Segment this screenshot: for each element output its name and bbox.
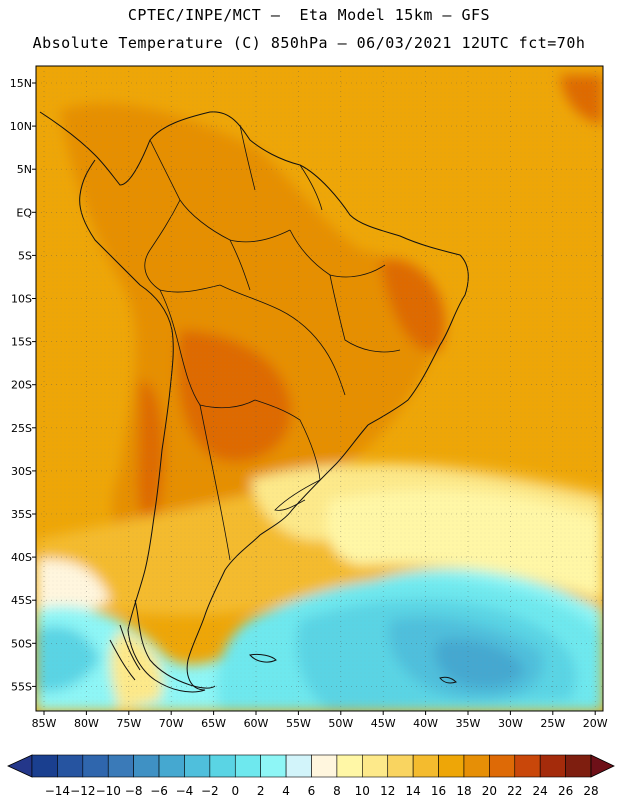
lat-label: 25S [11, 422, 32, 435]
lon-label: 75W [116, 717, 141, 730]
coastline-outline [39, 111, 469, 693]
colorbar-label: 28 [583, 784, 598, 798]
colorbar-swatch [158, 754, 185, 778]
colorbar-swatch [133, 754, 160, 778]
colorbar-swatch [311, 754, 338, 778]
colorbar-label: 14 [405, 784, 420, 798]
colorbar-label: 8 [333, 784, 341, 798]
lon-label: 25W [540, 717, 565, 730]
lat-label: 10N [10, 120, 32, 133]
colorbar-swatch [489, 754, 516, 778]
colorbar-under-triangle [7, 754, 33, 778]
colorbar-label: −2 [201, 784, 219, 798]
colorbar-label: −8 [125, 784, 143, 798]
lon-label: 55W [286, 717, 311, 730]
colorbar-swatch [82, 754, 109, 778]
colorbar: −14 −12 −10 −8 −6 −4 −2 0 2 4 6 8 10 12 14 16 18 20 22 24 26… [7, 754, 615, 798]
lon-label: 65W [201, 717, 226, 730]
colorbar-swatch [107, 754, 134, 778]
colorbar-swatch [539, 754, 566, 778]
colorbar-swatch [209, 754, 236, 778]
lon-label: 40W [413, 717, 438, 730]
temperature-field [36, 66, 603, 711]
colorbar-swatch [362, 754, 389, 778]
colorbar-swatch [57, 754, 84, 778]
lon-label: 45W [371, 717, 396, 730]
lon-label: 85W [32, 717, 57, 730]
colorbar-label: 4 [282, 784, 290, 798]
lat-label: EQ [16, 206, 32, 219]
latitude-axis: 15N 10N 5N EQ 5S 10S 15S 20S 25S 30S 35S 40S 45S 50S 5… [10, 77, 36, 693]
lon-label: 60W [244, 717, 269, 730]
colorbar-label: 16 [431, 784, 446, 798]
colorbar-label: −10 [96, 784, 121, 798]
lat-label: 45S [11, 594, 32, 607]
colorbar-swatch [463, 754, 490, 778]
lon-label: 50W [328, 717, 353, 730]
colorbar-swatch [285, 754, 312, 778]
country-borders [144, 124, 401, 561]
colorbar-swatch [565, 754, 592, 778]
colorbar-label: 24 [533, 784, 548, 798]
colorbar-label: −12 [70, 784, 95, 798]
colorbar-label: 20 [482, 784, 497, 798]
colorbar-label: 6 [308, 784, 316, 798]
lat-label: 15S [11, 336, 32, 349]
lon-label: 20W [583, 717, 608, 730]
lon-label: 35W [456, 717, 481, 730]
lat-label: 50S [11, 637, 32, 650]
map-frame [35, 65, 604, 712]
colorbar-label: 12 [380, 784, 395, 798]
colorbar-swatch [31, 754, 58, 778]
lat-label: 10S [11, 293, 32, 306]
colorbar-swatch [514, 754, 541, 778]
longitude-axis: 85W 80W 75W 70W 65W 60W 55W 50W 45W 40W 35W 30W 25W 2… [32, 711, 608, 730]
lon-label: 80W [74, 717, 99, 730]
colorbar-swatch [260, 754, 287, 778]
lat-label: 5S [18, 249, 32, 262]
colorbar-swatch [412, 754, 439, 778]
colorbar-over-triangle [590, 754, 615, 778]
colorbar-label: 26 [558, 784, 573, 798]
lat-label: 35S [11, 508, 32, 521]
lat-label: 55S [11, 680, 32, 693]
colorbar-label: 22 [507, 784, 522, 798]
lat-label: 20S [11, 379, 32, 392]
lat-label: 40S [11, 551, 32, 564]
title-line-1: CPTEC/INPE/MCT – Eta Model 15km – GFS [127, 6, 491, 24]
colorbar-label: 10 [355, 784, 370, 798]
colorbar-swatch [387, 754, 414, 778]
colorbar-label: 0 [231, 784, 239, 798]
colorbar-label: −4 [176, 784, 194, 798]
colorbar-swatch [336, 754, 363, 778]
lat-label: 15N [10, 77, 32, 90]
colorbar-label: 2 [257, 784, 265, 798]
colorbar-swatch [184, 754, 211, 778]
lat-label: 30S [11, 465, 32, 478]
colorbar-swatch [438, 754, 465, 778]
lon-label: 30W [498, 717, 523, 730]
colorbar-swatch [234, 754, 261, 778]
colorbar-label: −14 [45, 784, 70, 798]
colorbar-label: 18 [456, 784, 471, 798]
title-line-2: Absolute Temperature (C) 850hPa – 06/03/… [32, 34, 586, 52]
colorbar-label: −6 [150, 784, 168, 798]
lat-label: 5N [17, 163, 32, 176]
lon-label: 70W [159, 717, 184, 730]
